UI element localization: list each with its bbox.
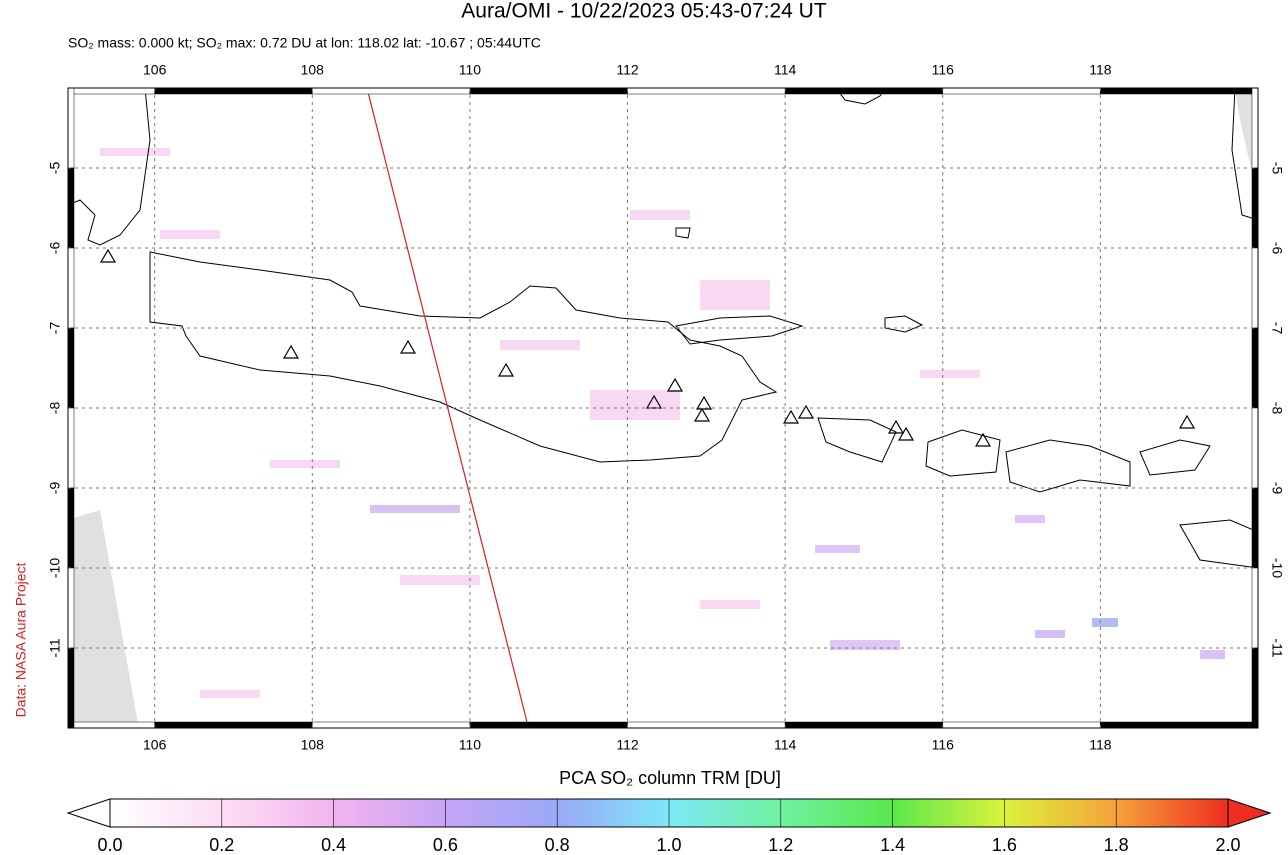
x-tick-label-bottom: 112 (616, 737, 639, 753)
colorbar-tick-label: 0.0 (97, 835, 122, 855)
y-tick-label-left: -11 (47, 638, 63, 657)
colorbar-tick-label: 1.8 (1104, 835, 1129, 855)
frame-bar (67, 327, 75, 409)
colorbar-tick-label: 0.4 (321, 835, 346, 855)
colorbar-tick-label: 1.4 (880, 835, 905, 855)
frame-bar (469, 721, 628, 729)
colorbar-label: PCA SO₂ column TRM [DU] (559, 768, 781, 788)
x-tick-label-bottom: 108 (301, 737, 325, 753)
colorbar-tick-label: 1.2 (768, 835, 793, 855)
frame-bar (627, 87, 786, 95)
x-tick-label-bottom: 116 (932, 737, 955, 753)
colorbar-tick-label: 1.0 (656, 835, 681, 855)
frame-bar (784, 721, 944, 729)
frame-bar (1251, 247, 1259, 329)
y-tick-label-right: -7 (1269, 322, 1285, 335)
y-tick-label-right: -9 (1269, 482, 1285, 495)
colorbar-min-arrow (66, 798, 111, 828)
x-tick-label-bottom: 114 (774, 737, 797, 753)
x-tick-label-top: 116 (932, 62, 955, 78)
x-tick-label-top: 112 (616, 62, 639, 78)
coastlines (68, 88, 1258, 569)
frame-bar (1251, 87, 1259, 169)
y-tick-label-left: -10 (47, 558, 63, 578)
frame-bar (67, 407, 75, 489)
frame-bar (312, 721, 471, 729)
frame-bar (67, 567, 75, 649)
no-data (68, 510, 139, 728)
frame-bar (1100, 721, 1259, 729)
y-tick-label-left: -6 (47, 242, 63, 255)
frame-bar (67, 647, 75, 729)
colorbar-tick-label: 1.6 (992, 835, 1017, 855)
orbit-edge (366, 88, 528, 723)
frame-bar (942, 87, 1101, 95)
y-tick-label-left: -7 (47, 322, 63, 335)
y-tick-label-right: -8 (1269, 402, 1285, 415)
frame-bar (1251, 407, 1259, 489)
frame-bar (312, 87, 471, 95)
x-tick-label-bottom: 118 (1089, 737, 1112, 753)
frame-bar (67, 247, 75, 329)
frame-bar (67, 167, 75, 249)
colorbar-tick-label: 0.6 (433, 835, 458, 855)
colorbar-tick-label: 0.2 (209, 835, 234, 855)
frame-bar (1100, 87, 1259, 95)
so2-pixels (100, 148, 1225, 698)
y-tick-label-left: -8 (47, 402, 63, 415)
map-frame (67, 87, 1259, 729)
x-tick-label-top: 108 (301, 62, 325, 78)
y-tick-label-right: -11 (1269, 638, 1285, 657)
frame-bar (154, 87, 313, 95)
frame-bar (67, 721, 155, 729)
frame-bar (942, 721, 1101, 729)
title: Aura/OMI - 10/22/2023 05:43-07:24 UT (461, 0, 827, 23)
volcanoes (99, 248, 1196, 447)
colorbar-tick-label: 0.8 (545, 835, 570, 855)
x-tick-label-top: 114 (774, 62, 797, 78)
credit: Data: NASA Aura Project (13, 562, 29, 717)
y-tick-label-left: -5 (47, 162, 63, 175)
subtitle: SO₂ mass: 0.000 kt; SO₂ max: 0.72 DU at … (68, 35, 541, 51)
x-tick-label-top: 110 (459, 62, 482, 78)
colorbar-max-arrow (1227, 798, 1272, 828)
frame-bar (67, 487, 75, 569)
x-tick-label-bottom: 110 (459, 737, 482, 753)
frame-bar (1251, 167, 1259, 249)
frame-bar (784, 87, 944, 95)
x-tick-label-bottom: 106 (143, 737, 167, 753)
frame-bar (67, 87, 75, 169)
map-area (68, 88, 1258, 728)
frame-bar (469, 87, 628, 95)
x-tick-label-top: 118 (1089, 62, 1112, 78)
frame-bar (1251, 567, 1259, 649)
frame-bar (154, 721, 313, 729)
frame-bar (1251, 647, 1259, 729)
y-tick-label-right: -6 (1269, 242, 1285, 255)
frame-bar (1251, 327, 1259, 409)
y-tick-label-right: -5 (1269, 162, 1285, 175)
colorbar-tick-label: 2.0 (1215, 835, 1240, 855)
x-tick-label-top: 106 (143, 62, 167, 78)
frame-bar (627, 721, 786, 729)
frame-bar (1251, 487, 1259, 569)
y-tick-label-right: -10 (1269, 558, 1285, 578)
y-tick-label-left: -9 (47, 482, 63, 495)
frame-bar (67, 87, 155, 95)
